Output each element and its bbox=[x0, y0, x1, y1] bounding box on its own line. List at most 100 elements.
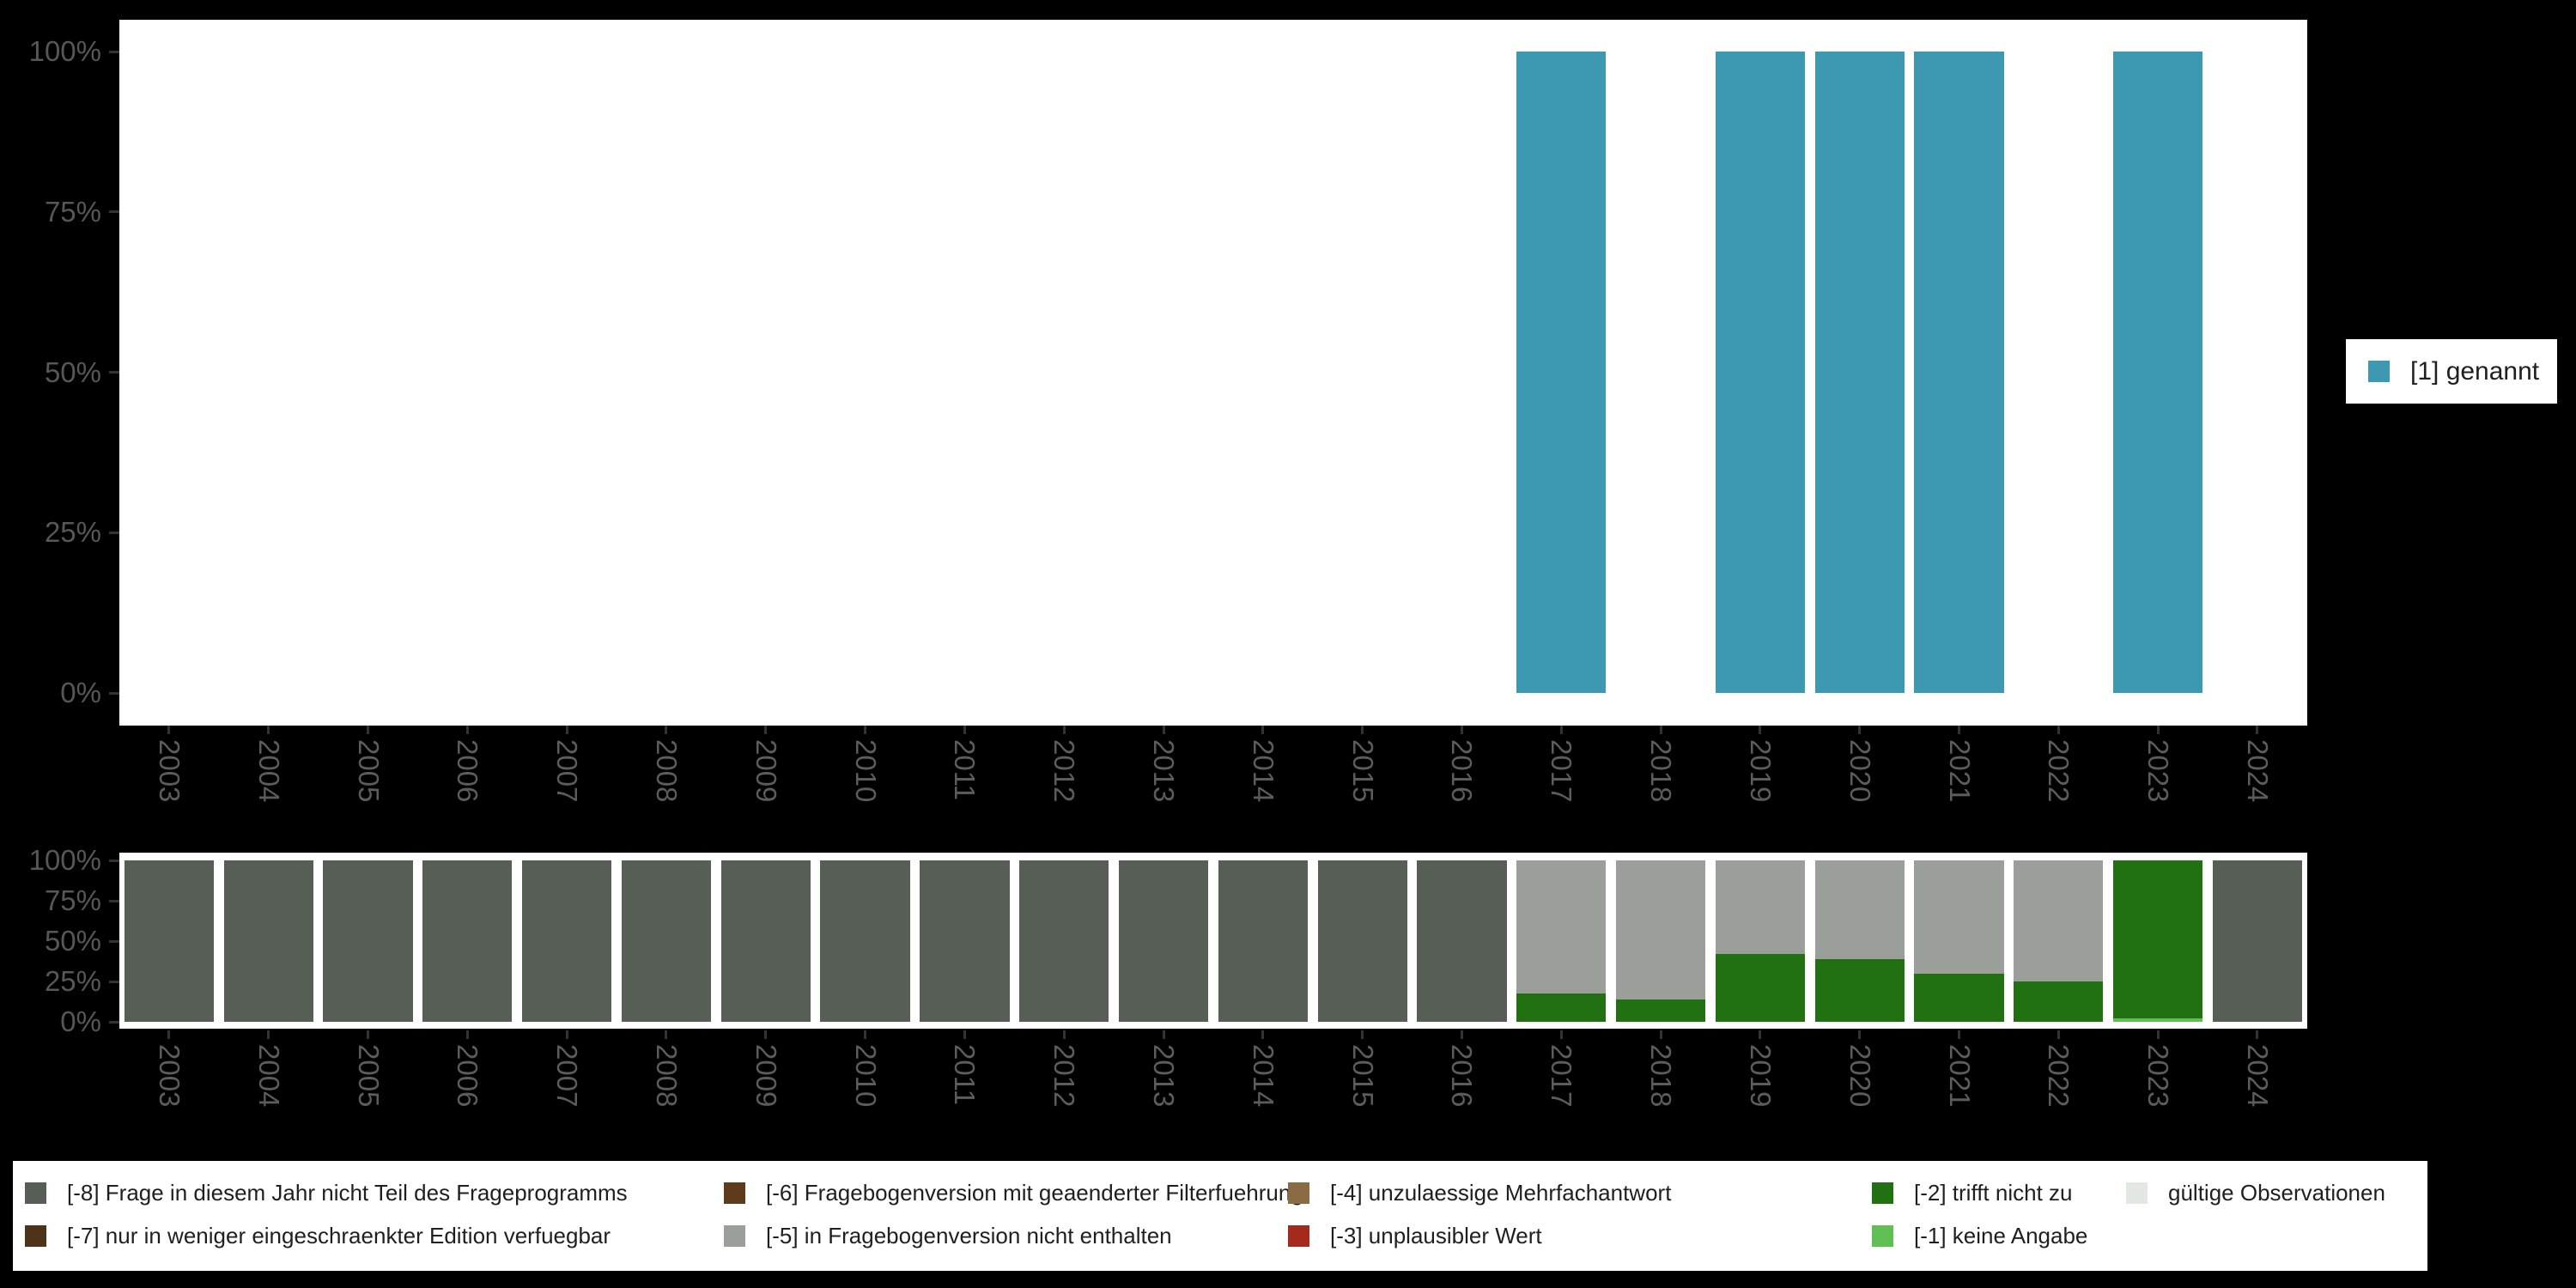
bottom-bar-segment bbox=[1914, 860, 2004, 974]
x-axis-tick bbox=[1460, 726, 1463, 734]
bottom-bar-slot bbox=[2008, 860, 2108, 1022]
bottom-bar-segment bbox=[1715, 860, 1806, 955]
legend-swatch bbox=[1288, 1225, 1309, 1247]
x-axis-tick bbox=[2057, 1030, 2060, 1039]
x-axis-slot: 2006 bbox=[417, 1030, 517, 1151]
x-axis-slot: 2021 bbox=[1910, 726, 2009, 846]
y-axis-tick-label: 75% bbox=[44, 884, 101, 916]
x-axis-slot: 2023 bbox=[2108, 726, 2208, 846]
x-axis-year-label: 2009 bbox=[750, 739, 782, 803]
bottom-bar-slot bbox=[417, 860, 517, 1022]
top-y-axis: 100% 75% 50% 25% 0% bbox=[0, 0, 119, 1288]
top-bar-segment bbox=[1814, 52, 1905, 693]
x-axis-tick bbox=[1261, 1030, 1265, 1039]
x-axis-tick bbox=[267, 726, 270, 734]
x-axis-tick bbox=[1659, 1030, 1662, 1039]
top-bar-slot bbox=[2008, 52, 2108, 693]
y-axis-tick-label: 100% bbox=[28, 844, 101, 876]
x-axis-year-label: 2023 bbox=[2142, 739, 2175, 803]
x-axis-slot: 2006 bbox=[417, 726, 517, 846]
x-axis-tick bbox=[1361, 726, 1364, 734]
x-axis-slot: 2007 bbox=[517, 1030, 617, 1151]
x-axis-year-label: 2013 bbox=[1148, 739, 1181, 803]
top-bar bbox=[2113, 52, 2203, 693]
bottom-bar-slot bbox=[617, 860, 716, 1022]
bottom-bar-segment bbox=[720, 860, 811, 1022]
x-axis-slot: 2011 bbox=[915, 1030, 1015, 1151]
x-axis-tick bbox=[963, 1030, 966, 1039]
top-bar-slot bbox=[2208, 52, 2307, 693]
legend-item: [-6] Fragebogenversion mit geaenderter F… bbox=[724, 1182, 1303, 1204]
x-axis-slot: 2019 bbox=[1710, 1030, 1810, 1151]
legend-item-label: [-8] Frage in diesem Jahr nicht Teil des… bbox=[67, 1180, 628, 1206]
legend-item-label: [-7] nur in weniger eingeschraenkter Edi… bbox=[67, 1223, 611, 1249]
x-axis-year-label: 2024 bbox=[2241, 739, 2274, 803]
x-axis-tick bbox=[1062, 1030, 1066, 1039]
top-bar-slot bbox=[1313, 52, 1413, 693]
y-axis-tick-label: 50% bbox=[44, 355, 101, 388]
top-bar-slot bbox=[1014, 52, 1114, 693]
bottom-bar-slot bbox=[1710, 860, 1810, 1022]
x-axis-slot: 2011 bbox=[915, 726, 1015, 846]
x-axis-slot: 2005 bbox=[319, 726, 418, 846]
x-axis-year-label: 2014 bbox=[1247, 739, 1279, 803]
x-axis-slot: 2008 bbox=[617, 726, 716, 846]
x-axis-year-label: 2005 bbox=[352, 1044, 385, 1108]
bottom-bar-segment bbox=[1218, 860, 1308, 1022]
bottom-bar bbox=[1615, 860, 1706, 1022]
x-axis-year-label: 2024 bbox=[2241, 1044, 2274, 1108]
top-x-axis: 2003 2004 2005 2006 2007 2008 2009 2010 2011 2012… bbox=[119, 726, 2307, 846]
top-bar-slot bbox=[119, 52, 219, 693]
bottom-bar-segment bbox=[2113, 860, 2203, 1019]
bottom-x-axis: 2003 2004 2005 2006 2007 2008 2009 2010 2011 2012… bbox=[119, 1030, 2307, 1151]
x-axis-tick bbox=[167, 1030, 171, 1039]
legend-item-label: [-5] in Fragebogenversion nicht enthalte… bbox=[766, 1223, 1172, 1249]
x-axis-year-label: 2012 bbox=[1048, 739, 1081, 803]
bottom-bar-slot bbox=[1910, 860, 2009, 1022]
y-axis-tick-label: 0% bbox=[60, 677, 101, 708]
bottom-bar-slot bbox=[319, 860, 418, 1022]
legend-item-label: [-1] keine Angabe bbox=[1914, 1223, 2088, 1249]
bottom-bar bbox=[1118, 860, 1209, 1022]
bottom-bar-segment bbox=[1118, 860, 1209, 1022]
x-axis-slot: 2005 bbox=[319, 1030, 418, 1151]
top-bar-slot bbox=[1910, 52, 2009, 693]
x-axis-tick bbox=[2057, 726, 2060, 734]
x-axis-year-label: 2013 bbox=[1148, 1044, 1181, 1108]
y-axis-tick-label: 0% bbox=[60, 1005, 101, 1037]
x-axis-tick bbox=[2256, 1030, 2259, 1039]
x-axis-year-label: 2018 bbox=[1645, 1044, 1678, 1108]
x-axis-tick bbox=[1759, 726, 1762, 734]
bottom-bar-segment bbox=[1814, 860, 1905, 959]
x-axis-tick bbox=[764, 1030, 768, 1039]
top-bars-row bbox=[119, 52, 2307, 693]
legend-swatch bbox=[25, 1225, 46, 1247]
y-axis-tick bbox=[109, 50, 119, 53]
y-axis-tick bbox=[109, 1020, 119, 1024]
x-axis-year-label: 2007 bbox=[551, 739, 584, 803]
legend-item: [-8] Frage in diesem Jahr nicht Teil des… bbox=[25, 1182, 628, 1204]
bottom-bar bbox=[1417, 860, 1507, 1022]
bottom-bar-segment bbox=[2014, 981, 2104, 1022]
x-axis-slot: 2020 bbox=[1810, 726, 1910, 846]
top-bar-slot bbox=[1213, 52, 1313, 693]
x-axis-slot: 2010 bbox=[816, 1030, 915, 1151]
x-axis-tick bbox=[963, 726, 966, 734]
x-axis-tick bbox=[864, 1030, 867, 1039]
bottom-bar-slot bbox=[1413, 860, 1512, 1022]
bottom-bar-segment bbox=[1615, 999, 1706, 1022]
legend-swatch-genannt bbox=[2368, 361, 2390, 382]
x-axis-year-label: 2022 bbox=[2043, 1044, 2075, 1108]
legend-swatch bbox=[1872, 1225, 1893, 1247]
x-axis-slot: 2019 bbox=[1710, 726, 1810, 846]
bottom-bar-segment bbox=[124, 860, 215, 1022]
x-axis-tick bbox=[1162, 726, 1165, 734]
bottom-bar bbox=[2113, 860, 2203, 1022]
x-axis-tick bbox=[167, 726, 171, 734]
x-axis-tick bbox=[367, 726, 370, 734]
bottom-bar bbox=[2212, 860, 2303, 1022]
x-axis-slot: 2007 bbox=[517, 726, 617, 846]
x-axis-tick bbox=[1958, 726, 1961, 734]
x-axis-tick bbox=[465, 1030, 469, 1039]
x-axis-slot: 2004 bbox=[219, 1030, 319, 1151]
